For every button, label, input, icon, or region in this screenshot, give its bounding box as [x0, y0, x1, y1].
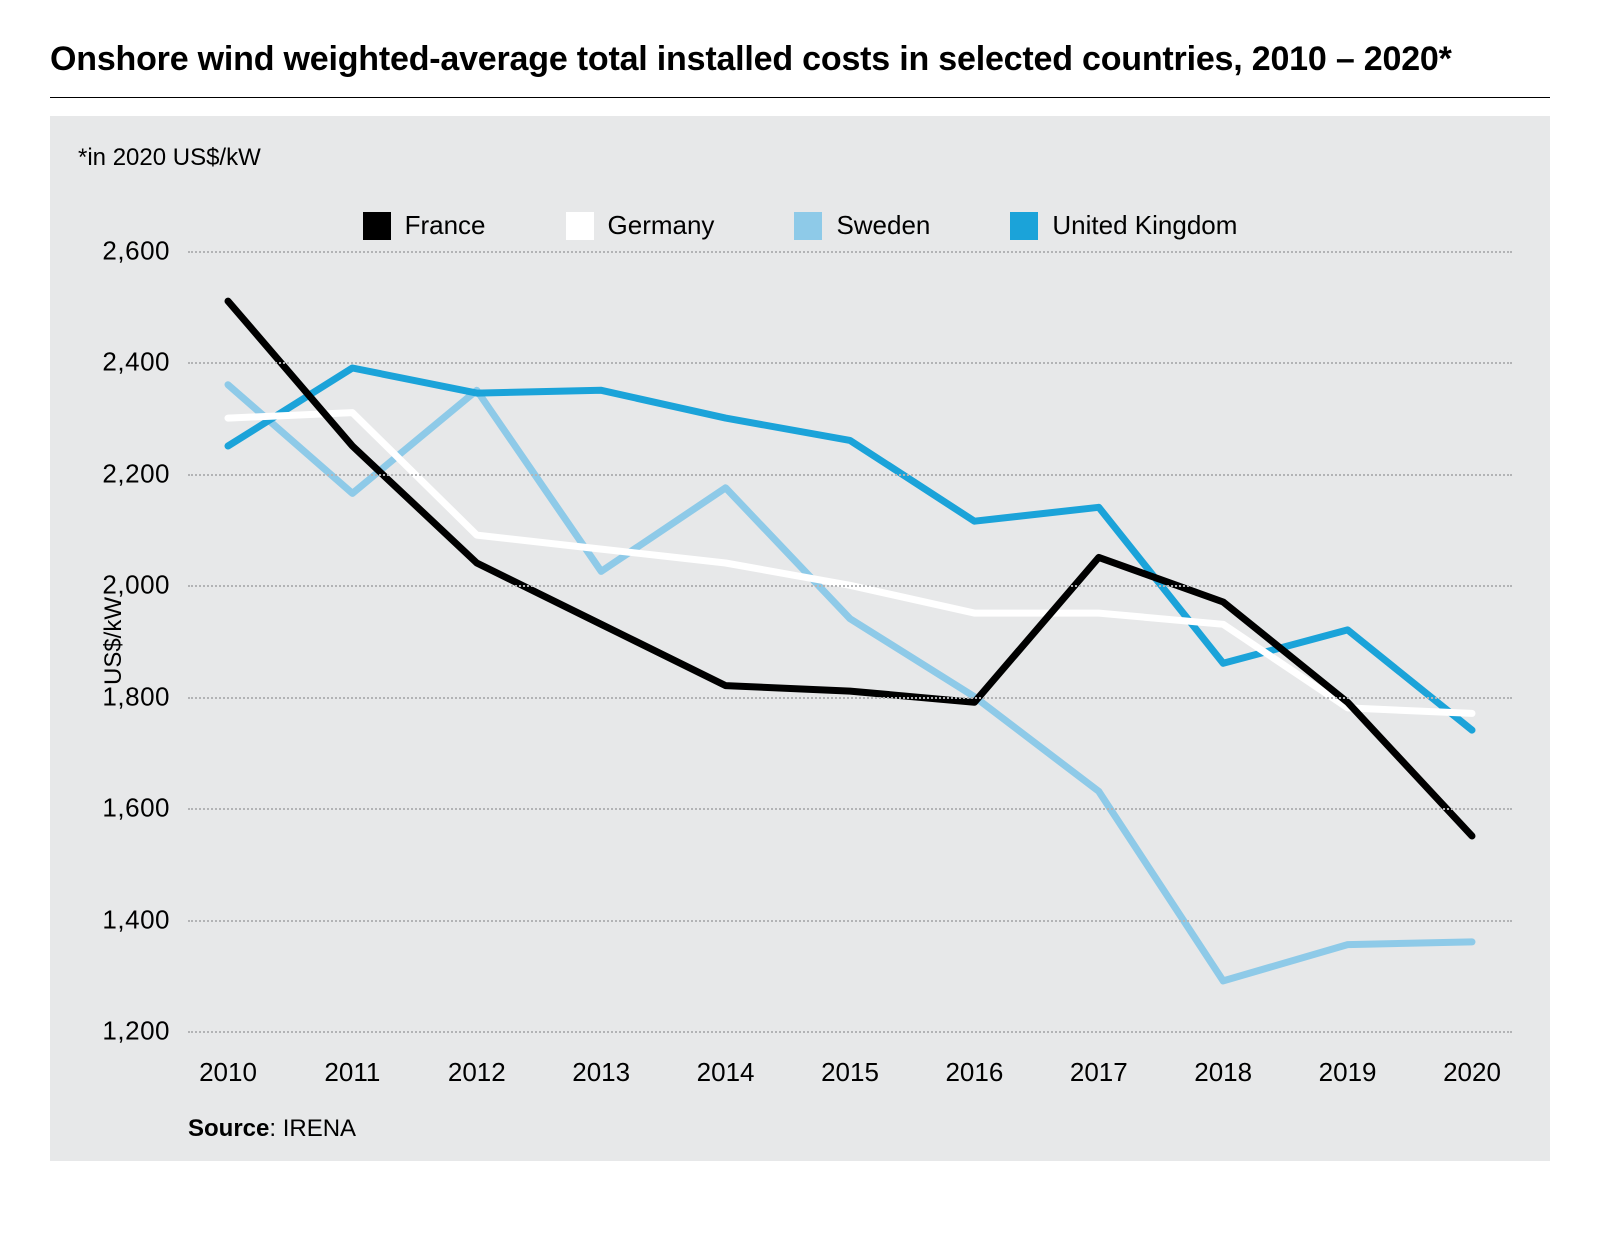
gridline	[188, 697, 1512, 699]
legend-label: United Kingdom	[1052, 210, 1237, 241]
gridline	[188, 362, 1512, 364]
chart-subtitle: *in 2020 US$/kW	[78, 144, 1522, 172]
legend-label: France	[405, 210, 486, 241]
x-tick-label: 2010	[199, 1031, 257, 1088]
gridline	[188, 585, 1512, 587]
x-tick-label: 2012	[448, 1031, 506, 1088]
y-tick-label: 2,600	[102, 236, 188, 267]
y-axis-label: US$/kW	[100, 597, 128, 685]
series-line	[228, 368, 1472, 730]
x-tick-label: 2020	[1443, 1031, 1501, 1088]
y-tick-label: 1,400	[102, 904, 188, 935]
y-tick-label: 2,000	[102, 570, 188, 601]
gridline	[188, 920, 1512, 922]
source-value: IRENA	[283, 1115, 356, 1142]
legend-swatch	[794, 212, 822, 240]
chart-canvas: US$/kW 1,2001,4001,6001,8002,0002,2002,4…	[188, 251, 1512, 1031]
y-tick-label: 2,400	[102, 347, 188, 378]
series-line	[228, 413, 1472, 714]
source-citation: Source: IRENA	[188, 1115, 1522, 1143]
x-tick-label: 2013	[572, 1031, 630, 1088]
legend: France Germany Sweden United Kingdom	[78, 210, 1522, 241]
chart-title: Onshore wind weighted-average total inst…	[50, 40, 1550, 98]
line-chart-svg	[188, 251, 1512, 1031]
x-tick-label: 2017	[1070, 1031, 1128, 1088]
source-label: Source	[188, 1115, 269, 1142]
x-tick-label: 2018	[1194, 1031, 1252, 1088]
y-tick-label: 1,200	[102, 1016, 188, 1047]
plot-area: *in 2020 US$/kW France Germany Sweden Un…	[50, 116, 1550, 1161]
legend-label: Germany	[608, 210, 715, 241]
gridline	[188, 251, 1512, 253]
legend-swatch	[363, 212, 391, 240]
x-tick-label: 2015	[821, 1031, 879, 1088]
x-tick-label: 2016	[945, 1031, 1003, 1088]
legend-item-france: France	[363, 210, 486, 241]
x-tick-label: 2014	[697, 1031, 755, 1088]
y-tick-label: 1,600	[102, 793, 188, 824]
legend-item-uk: United Kingdom	[1010, 210, 1237, 241]
gridline	[188, 808, 1512, 810]
y-tick-label: 1,800	[102, 681, 188, 712]
legend-swatch	[566, 212, 594, 240]
figure-container: Onshore wind weighted-average total inst…	[0, 0, 1600, 1251]
legend-swatch	[1010, 212, 1038, 240]
y-tick-label: 2,200	[102, 458, 188, 489]
legend-item-sweden: Sweden	[794, 210, 930, 241]
x-tick-label: 2019	[1319, 1031, 1377, 1088]
legend-label: Sweden	[836, 210, 930, 241]
x-tick-label: 2011	[324, 1031, 380, 1088]
gridline	[188, 474, 1512, 476]
legend-item-germany: Germany	[566, 210, 715, 241]
